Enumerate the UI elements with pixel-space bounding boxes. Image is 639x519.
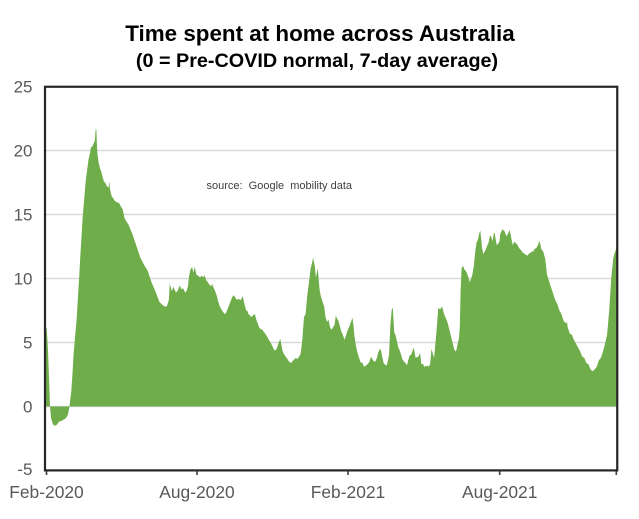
svg-text:0: 0 [23,398,32,417]
svg-text:Time spent at home across Aust: Time spent at home across Australia [125,21,515,46]
svg-text:15: 15 [14,206,33,225]
svg-text:-5: -5 [17,460,32,479]
svg-text:10: 10 [14,270,33,289]
svg-text:source: Google mobility data: source: Google mobility data [207,180,353,192]
svg-text:Aug-2020: Aug-2020 [159,482,234,502]
svg-text:Feb-2021: Feb-2021 [311,482,385,502]
svg-text:(0 = Pre-COVID normal, 7-day a: (0 = Pre-COVID normal, 7-day average) [136,50,498,72]
svg-text:Aug-2021: Aug-2021 [462,482,537,502]
svg-text:5: 5 [23,334,32,353]
svg-text:25: 25 [14,78,33,97]
svg-text:20: 20 [14,142,33,161]
svg-text:Feb-2020: Feb-2020 [9,482,83,502]
